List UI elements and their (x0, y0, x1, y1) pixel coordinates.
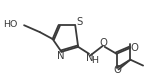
Text: H: H (91, 56, 98, 65)
Text: O: O (114, 65, 122, 76)
Text: N: N (57, 51, 64, 61)
Text: N: N (86, 53, 94, 63)
Text: O: O (130, 43, 138, 53)
Text: O: O (100, 38, 108, 48)
Text: S: S (76, 17, 82, 27)
Text: HO: HO (3, 20, 17, 29)
